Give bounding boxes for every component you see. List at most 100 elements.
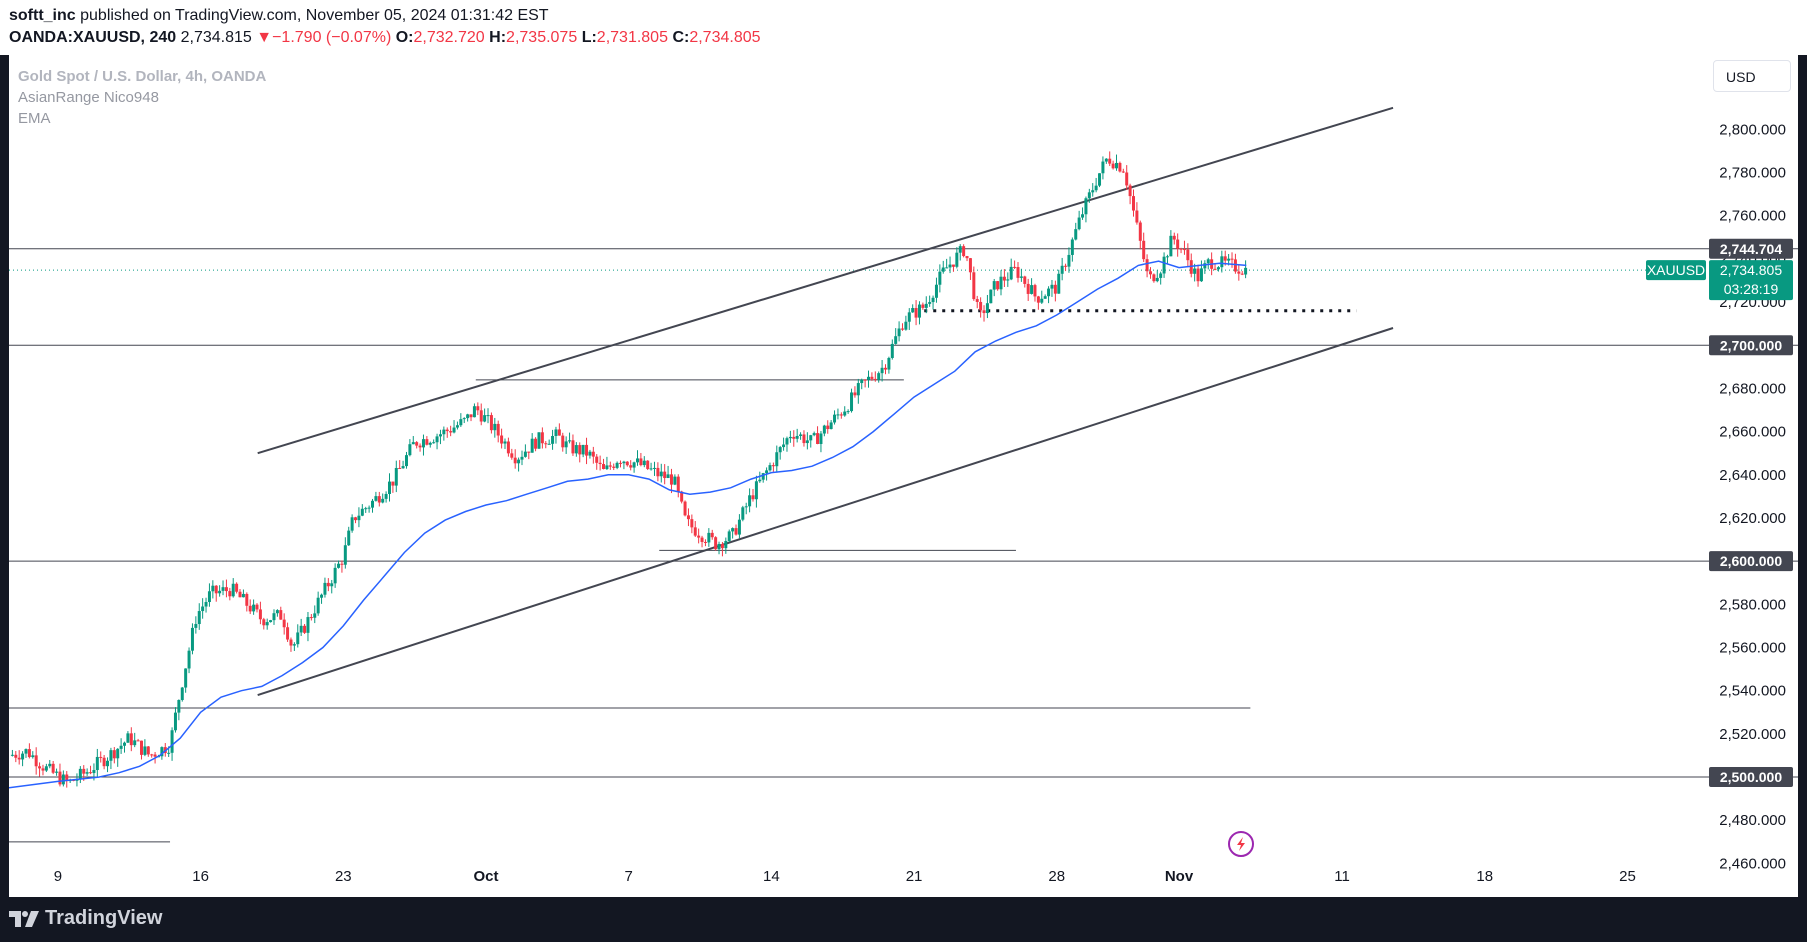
- last-price: 2,734.815: [180, 29, 252, 46]
- candle-body: [428, 442, 432, 445]
- candle-body: [666, 474, 670, 479]
- open-label: O:: [395, 29, 414, 46]
- candle-body: [544, 443, 548, 445]
- candle-body: [401, 466, 405, 469]
- candle-body: [703, 541, 707, 543]
- candle-body: [466, 414, 470, 419]
- candle-body: [850, 392, 854, 412]
- candle-body: [829, 422, 833, 430]
- candle-body: [313, 613, 317, 618]
- candle-body: [714, 537, 718, 550]
- candle-body: [979, 301, 983, 311]
- candle-body: [561, 435, 565, 448]
- candle-body: [1077, 217, 1081, 230]
- candle-body: [65, 774, 69, 782]
- candle-body: [1145, 259, 1149, 272]
- candle-body: [642, 460, 646, 466]
- candle-body: [951, 264, 955, 267]
- candle-body: [248, 605, 252, 612]
- level-price-tag: [1709, 767, 1793, 788]
- candle-body: [228, 591, 232, 597]
- candle-body: [167, 752, 171, 754]
- candle-body: [170, 730, 174, 753]
- candle-body: [557, 429, 561, 436]
- candle-body: [160, 747, 164, 757]
- candle-body: [1237, 271, 1241, 274]
- chart-legend: Gold Spot / U.S. Dollar, 4h, OANDA Asian…: [18, 66, 266, 129]
- level-price-tag: [1709, 238, 1793, 259]
- level-price-tag-text: 2,744.704: [1720, 241, 1782, 257]
- candle-body: [89, 772, 93, 774]
- chart-area[interactable]: 2,460.000 2,480.000 2,500.000 2,520.000 2,54…: [8, 55, 1798, 897]
- candle-body: [350, 517, 354, 531]
- candle-body: [106, 760, 110, 767]
- candle-body: [765, 470, 769, 474]
- candle-body: [92, 770, 96, 774]
- channel-upper-line[interactable]: [257, 106, 1394, 455]
- x-tick-label: 21: [906, 868, 923, 885]
- candle-body: [391, 481, 395, 486]
- candle-body: [1043, 296, 1047, 299]
- candle-body: [574, 445, 578, 454]
- candle-body: [761, 473, 765, 480]
- candle-body: [768, 465, 772, 471]
- candle-body: [500, 435, 504, 444]
- author-name[interactable]: softt_inc: [9, 7, 76, 24]
- tradingview-logo[interactable]: TradingView: [9, 907, 162, 930]
- x-tick-label: Nov: [1165, 868, 1194, 885]
- candle-body: [435, 436, 439, 443]
- candle-body: [734, 528, 738, 535]
- candle-body: [258, 609, 262, 620]
- close-label: C:: [672, 29, 690, 46]
- ema-line[interactable]: [8, 260, 1247, 789]
- candle-body: [568, 440, 572, 442]
- candle-body: [411, 442, 415, 445]
- candle-body: [588, 451, 592, 456]
- x-tick-label: 28: [1048, 868, 1065, 885]
- currency-button[interactable]: USD: [1713, 60, 1791, 92]
- candle-body: [629, 465, 633, 468]
- candle-body: [523, 451, 527, 457]
- candle-body: [656, 467, 660, 477]
- legend-main-series[interactable]: Gold Spot / U.S. Dollar, 4h, OANDA: [18, 68, 267, 85]
- candle-body: [1196, 268, 1200, 282]
- candle-body: [860, 379, 864, 384]
- x-tick-label: 25: [1619, 868, 1636, 885]
- legend-indicator-asianrange[interactable]: AsianRange Nico948: [18, 89, 159, 106]
- candle-body: [153, 754, 157, 757]
- candle-body: [754, 481, 758, 500]
- replay-icon[interactable]: [1228, 831, 1254, 857]
- ohlc-line: OANDA:XAUUSD, 240 2,734.815 ▼−1.790 (−0.…: [9, 29, 761, 47]
- candle-body: [364, 508, 368, 510]
- candle-body: [1050, 284, 1054, 289]
- y-tick-label: 2,460.000: [1719, 855, 1786, 872]
- candle-body: [663, 471, 667, 479]
- candle-body: [109, 750, 113, 761]
- high-label: H:: [489, 29, 507, 46]
- publish-line: softt_inc published on TradingView.com, …: [9, 7, 549, 25]
- candle-body: [900, 328, 904, 330]
- candle-body: [792, 436, 796, 439]
- candle-body: [224, 587, 228, 592]
- legend-indicator-ema[interactable]: EMA: [18, 110, 51, 127]
- candle-body: [659, 471, 663, 477]
- candle-body: [1006, 279, 1010, 281]
- candle-body: [1087, 192, 1091, 199]
- candle-body: [1047, 288, 1051, 297]
- candle-body: [472, 406, 476, 418]
- candle-body: [133, 740, 137, 746]
- y-tick-label: 2,580.000: [1719, 596, 1786, 613]
- candle-body: [486, 415, 490, 417]
- candle-body: [34, 755, 38, 767]
- candle-body: [1169, 235, 1173, 257]
- candle-body: [911, 308, 915, 313]
- candle-body: [554, 429, 558, 436]
- candle-body: [1064, 265, 1068, 267]
- symbol-name: OANDA:XAUUSD, 240: [9, 29, 177, 46]
- candle-body: [483, 415, 487, 422]
- channel-lower-line[interactable]: [257, 327, 1394, 696]
- candle-body: [513, 457, 517, 464]
- candle-body: [802, 434, 806, 444]
- price-chart[interactable]: 2,460.000 2,480.000 2,500.000 2,520.000 2,54…: [8, 55, 1798, 897]
- candle-body: [788, 436, 792, 439]
